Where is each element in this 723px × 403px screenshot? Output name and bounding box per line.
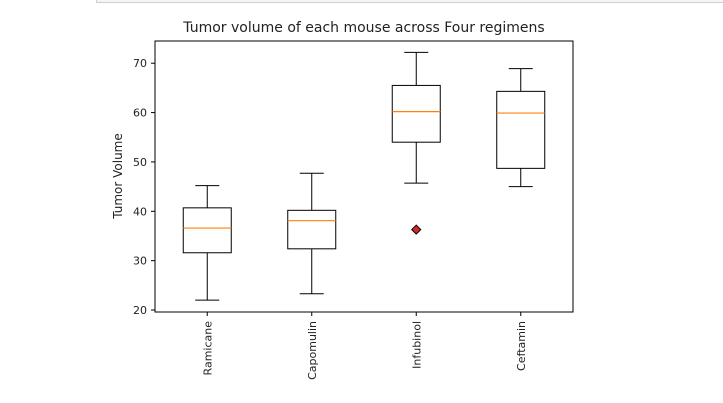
window-top-bar bbox=[96, 0, 723, 3]
y-tick-label: 60 bbox=[133, 107, 147, 120]
y-tick-label: 20 bbox=[133, 304, 147, 317]
box-ramicane bbox=[182, 207, 232, 254]
chart-title: Tumor volume of each mouse across Four r… bbox=[182, 20, 544, 36]
x-tick-label-ceftamin: Ceftamin bbox=[515, 321, 528, 371]
plot-frame bbox=[154, 40, 574, 313]
y-tick-label: 30 bbox=[133, 255, 147, 268]
plot-area: 20 30 40 50 60 70 Ramicane Capomulin Infubinol Ce… bbox=[133, 40, 574, 380]
outlier-point-infubinol bbox=[411, 224, 422, 235]
box-infubinol bbox=[391, 84, 441, 143]
x-tick-label-ramicane: Ramicane bbox=[201, 321, 214, 376]
y-tick-label: 50 bbox=[133, 156, 147, 169]
x-tick-label-capomulin: Capomulin bbox=[306, 321, 319, 380]
x-tick-label-infubinol: Infubinol bbox=[410, 321, 423, 369]
box-ceftamin bbox=[496, 90, 546, 169]
y-tick-label: 40 bbox=[133, 205, 147, 218]
y-tick-label: 70 bbox=[133, 57, 147, 70]
box-capomulin bbox=[287, 209, 337, 250]
y-axis-label: Tumor Volume bbox=[111, 133, 125, 220]
